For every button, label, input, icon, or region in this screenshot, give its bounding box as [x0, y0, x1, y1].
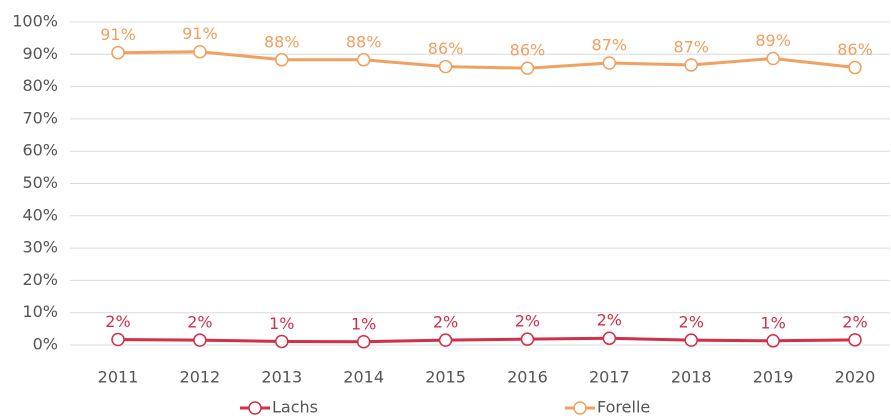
data-label: 1% [269, 314, 294, 333]
point [438, 59, 453, 74]
legend-label: Lachs [272, 398, 318, 417]
legend-label: Forelle [597, 398, 650, 417]
point [520, 332, 535, 346]
data-label: 1% [351, 314, 376, 333]
data-label: 2% [842, 312, 867, 331]
point [193, 333, 207, 347]
data-label: 91% [182, 24, 218, 43]
point [602, 56, 617, 70]
x-tick-label: 2014 [343, 368, 384, 387]
point [193, 44, 207, 59]
x-tick-label: 2020 [835, 368, 876, 387]
data-label: 87% [673, 37, 709, 56]
point [848, 60, 862, 75]
x-tick-label: 2012 [180, 368, 221, 387]
point [356, 335, 371, 349]
series-line [117, 50, 856, 70]
point [766, 334, 780, 348]
y-tick-label: 70% [22, 108, 58, 127]
x-tick-label: 2019 [753, 368, 794, 387]
y-tick-label: 100% [12, 12, 58, 31]
point [766, 51, 780, 66]
point [111, 332, 125, 347]
y-tick-label: 0% [33, 335, 58, 354]
data-label: 2% [433, 313, 458, 332]
point [520, 61, 535, 75]
point [684, 58, 698, 72]
y-tick-label: 60% [22, 141, 58, 160]
x-tick-label: 2017 [589, 368, 630, 387]
point [111, 45, 125, 60]
x-tick-label: 2013 [261, 368, 302, 387]
point [275, 334, 289, 349]
y-tick-label: 30% [22, 238, 58, 257]
data-label: 2% [515, 312, 540, 331]
y-tick-label: 80% [22, 76, 58, 95]
data-label: 86% [428, 39, 464, 58]
legend-marker [573, 401, 587, 415]
series-line [117, 336, 856, 344]
data-label: 91% [100, 25, 136, 44]
data-label: 87% [592, 36, 628, 55]
y-tick-label: 90% [22, 44, 58, 63]
data-label: 2% [597, 311, 622, 330]
y-tick-label: 40% [22, 205, 58, 224]
x-tick-label: 2016 [507, 368, 548, 387]
point [275, 53, 289, 67]
point [602, 331, 617, 345]
data-label: 86% [510, 41, 546, 60]
point [438, 333, 453, 347]
x-tick-label: 2015 [425, 368, 466, 387]
point [356, 53, 371, 67]
data-label: 88% [264, 32, 300, 51]
y-tick-label: 20% [22, 270, 58, 289]
data-label: 1% [760, 313, 785, 332]
data-label: 2% [679, 313, 704, 332]
point [684, 333, 698, 347]
data-label: 89% [755, 31, 791, 50]
y-tick-label: 50% [22, 173, 58, 192]
legend-marker [248, 401, 262, 415]
data-label: 88% [346, 32, 382, 51]
point [848, 333, 862, 347]
data-label: 86% [837, 40, 873, 59]
y-tick-label: 10% [22, 302, 58, 321]
x-tick-label: 2018 [671, 368, 712, 387]
x-tick-label: 2011 [98, 368, 139, 387]
data-label: 2% [187, 313, 212, 332]
data-label: 2% [105, 312, 130, 331]
